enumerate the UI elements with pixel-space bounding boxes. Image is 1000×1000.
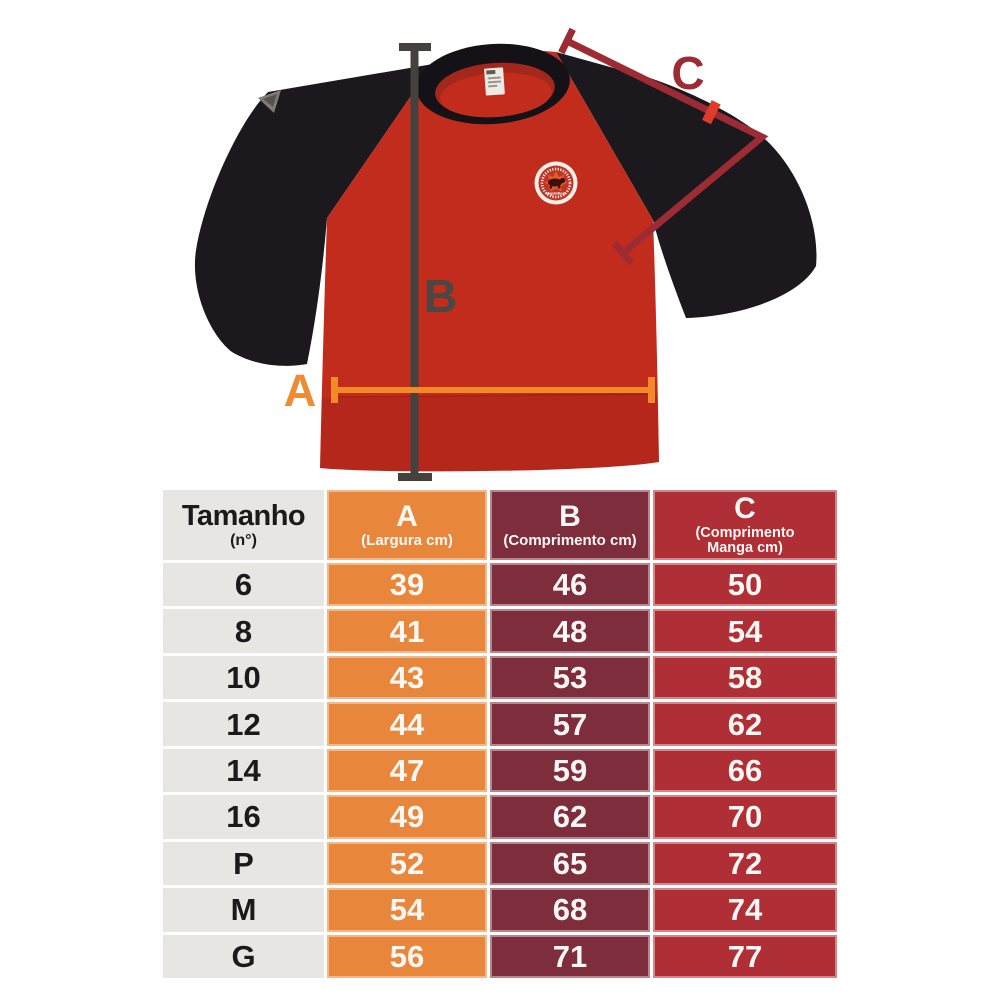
- cell-c-0: 50: [653, 563, 837, 607]
- cell-a-6: 52: [327, 841, 487, 886]
- measure-line-a: [331, 377, 655, 403]
- cell-size-3: 12: [163, 702, 324, 746]
- size-chart-table: Tamanho (n°) A (Largura cm) B (Comprimen…: [163, 490, 837, 978]
- cell-c-8: 77: [653, 934, 837, 978]
- cell-b-7: 68: [490, 888, 650, 932]
- collar-inner-red: [440, 72, 552, 118]
- label-a: A: [284, 365, 317, 416]
- cell-size-6: P: [163, 841, 324, 886]
- header-b-title: B: [559, 499, 581, 533]
- header-a: A (Largura cm): [327, 490, 487, 560]
- shirt-diagram-svg: MapleBear B A C: [194, 27, 817, 481]
- measure-line-b: [398, 43, 432, 481]
- cell-b-1: 48: [490, 609, 650, 653]
- header-a-subtitle: (Largura cm): [361, 532, 453, 550]
- header-size-subtitle: (n°): [230, 532, 257, 550]
- cell-size-2: 10: [163, 655, 324, 700]
- cell-size-7: M: [163, 888, 324, 932]
- cell-b-6: 65: [490, 841, 650, 886]
- header-size: Tamanho (n°): [163, 490, 324, 560]
- shoulder-tag-inner: [263, 94, 277, 107]
- measure-c-marker: [702, 100, 721, 125]
- neck-tag: [484, 67, 505, 96]
- bear-icon: [548, 177, 566, 189]
- cell-b-3: 57: [490, 702, 650, 746]
- cell-c-3: 62: [653, 702, 837, 746]
- badge-text: MapleBear: [546, 191, 567, 196]
- cell-a-3: 44: [327, 702, 487, 746]
- cell-a-1: 41: [327, 609, 487, 653]
- shirt-crease: [329, 393, 651, 398]
- cell-a-2: 43: [327, 655, 487, 700]
- header-c-subtitle: (Comprimento Manga cm): [695, 524, 795, 557]
- shirt-left-sleeve: [194, 64, 433, 366]
- shirt-hem-shade: [320, 394, 659, 472]
- cell-c-6: 72: [653, 841, 837, 886]
- shirt-measurement-diagram: MapleBear B A C: [150, 0, 850, 490]
- header-c: C (Comprimento Manga cm): [653, 490, 837, 560]
- shirt-body: [320, 50, 659, 472]
- cell-c-7: 74: [653, 888, 837, 932]
- cell-b-2: 53: [490, 655, 650, 700]
- cell-b-0: 46: [490, 563, 650, 607]
- shirt-right-sleeve: [556, 52, 817, 318]
- cell-size-0: 6: [163, 563, 324, 607]
- label-c: C: [671, 47, 704, 99]
- cell-a-4: 47: [327, 748, 487, 793]
- cell-c-4: 66: [653, 748, 837, 793]
- label-b: B: [424, 270, 457, 322]
- cell-b-4: 59: [490, 748, 650, 793]
- header-a-title: A: [396, 499, 418, 533]
- header-b-subtitle: (Comprimento cm): [503, 532, 637, 550]
- cell-a-5: 49: [327, 795, 487, 839]
- cell-a-8: 56: [327, 934, 487, 978]
- cell-size-8: G: [163, 934, 324, 978]
- cell-c-5: 70: [653, 795, 837, 839]
- cell-size-4: 14: [163, 748, 324, 793]
- cell-size-5: 16: [163, 795, 324, 839]
- cell-size-1: 8: [163, 609, 324, 653]
- cell-c-2: 58: [653, 655, 837, 700]
- brand-badge-icon: MapleBear: [534, 161, 578, 205]
- cell-b-8: 71: [490, 934, 650, 978]
- cell-c-1: 54: [653, 609, 837, 653]
- header-c-title: C: [734, 492, 756, 526]
- header-b: B (Comprimento cm): [490, 490, 650, 560]
- measure-line-c: [558, 27, 769, 266]
- header-size-title: Tamanho: [181, 499, 306, 532]
- cell-b-5: 62: [490, 795, 650, 839]
- cell-a-0: 39: [327, 563, 487, 607]
- cell-a-7: 54: [327, 888, 487, 932]
